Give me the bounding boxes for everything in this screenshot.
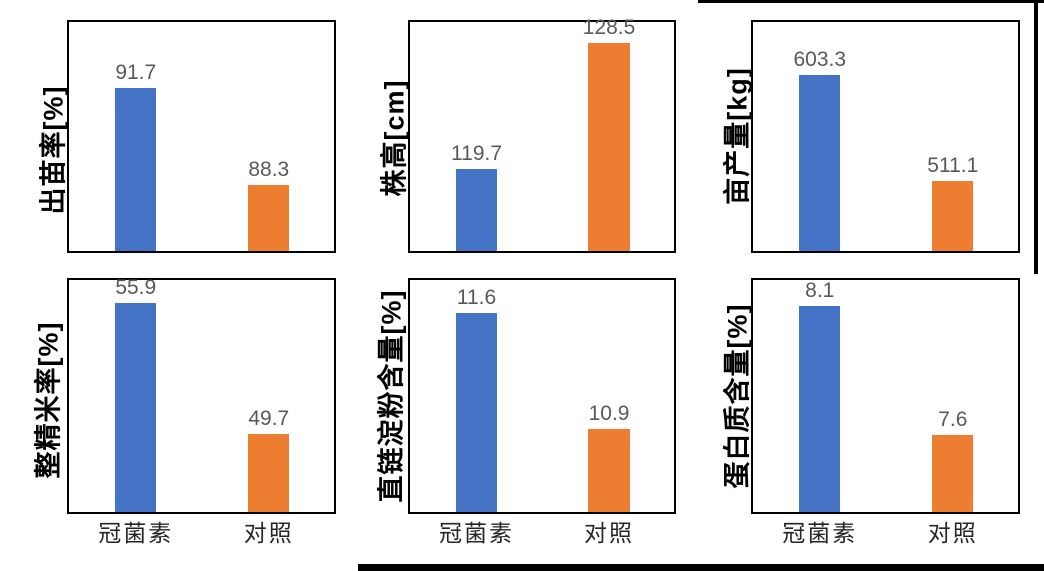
bar-coronatine bbox=[799, 75, 841, 251]
plot-area: 8.1 7.6 冠菌素 对照 bbox=[751, 278, 1020, 546]
value-label-coronatine: 11.6 bbox=[456, 286, 497, 310]
plot-area: 119.7 128.5 bbox=[408, 16, 676, 253]
x-tick-control: 对照 bbox=[243, 520, 294, 546]
frame-border-bottom bbox=[358, 564, 1044, 571]
plot-area: 91.7 88.3 bbox=[67, 20, 336, 253]
bar-coronatine bbox=[115, 87, 157, 251]
value-label-control: 511.1 bbox=[927, 154, 979, 178]
bar-control bbox=[932, 434, 974, 512]
bar-control bbox=[932, 181, 974, 251]
value-label-coronatine: 119.7 bbox=[451, 142, 503, 166]
frame-border-top-right bbox=[698, 0, 1044, 3]
frame-border-right bbox=[1034, 0, 1038, 274]
value-label-coronatine: 8.1 bbox=[805, 278, 835, 302]
plot-area: 55.9 49.7 冠菌素 对照 bbox=[67, 276, 336, 546]
value-label-control: 128.5 bbox=[582, 16, 636, 40]
y-axis-title: 亩产量[kg] bbox=[722, 67, 753, 205]
bar-control bbox=[588, 43, 630, 251]
value-label-control: 49.7 bbox=[248, 406, 290, 430]
bar-coronatine bbox=[115, 303, 157, 512]
y-axis-title: 株高[cm] bbox=[379, 79, 410, 197]
value-label-coronatine: 55.9 bbox=[115, 276, 157, 300]
bar-coronatine bbox=[799, 305, 841, 512]
bar-control bbox=[248, 433, 290, 512]
y-axis-title: 蛋白质含量[%] bbox=[722, 303, 753, 489]
value-label-control: 10.9 bbox=[588, 402, 630, 426]
bar-control bbox=[588, 429, 630, 512]
value-label-control: 7.6 bbox=[938, 407, 968, 431]
y-axis-title: 直链淀粉含量[%] bbox=[376, 289, 407, 503]
bar-control bbox=[248, 185, 290, 251]
value-label-control: 88.3 bbox=[248, 158, 290, 182]
x-tick-control: 对照 bbox=[584, 520, 635, 546]
plot-area: 603.3 511.1 bbox=[751, 20, 1020, 253]
x-tick-coronatine: 冠菌素 bbox=[439, 520, 515, 546]
value-label-coronatine: 91.7 bbox=[115, 60, 157, 84]
x-tick-coronatine: 冠菌素 bbox=[98, 520, 174, 546]
bar-coronatine bbox=[455, 313, 498, 512]
value-label-coronatine: 603.3 bbox=[793, 48, 847, 72]
x-tick-coronatine: 冠菌素 bbox=[782, 520, 858, 546]
bar-coronatine bbox=[455, 169, 498, 251]
y-axis-title: 整精米率[%] bbox=[33, 321, 64, 479]
y-axis-title: 出苗率[%] bbox=[38, 85, 69, 215]
plot-area: 11.6 10.9 冠菌素 对照 bbox=[408, 278, 676, 546]
x-tick-control: 对照 bbox=[927, 520, 978, 546]
